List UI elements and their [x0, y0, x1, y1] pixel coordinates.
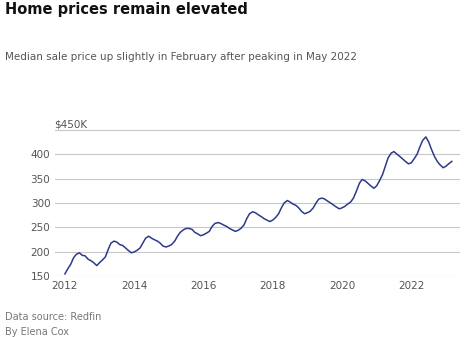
Text: Home prices remain elevated: Home prices remain elevated: [5, 2, 247, 17]
Text: By Elena Cox: By Elena Cox: [5, 327, 69, 337]
Text: Median sale price up slightly in February after peaking in May 2022: Median sale price up slightly in Februar…: [5, 52, 357, 62]
Text: $450K: $450K: [55, 120, 88, 130]
Text: Data source: Redfin: Data source: Redfin: [5, 312, 101, 322]
